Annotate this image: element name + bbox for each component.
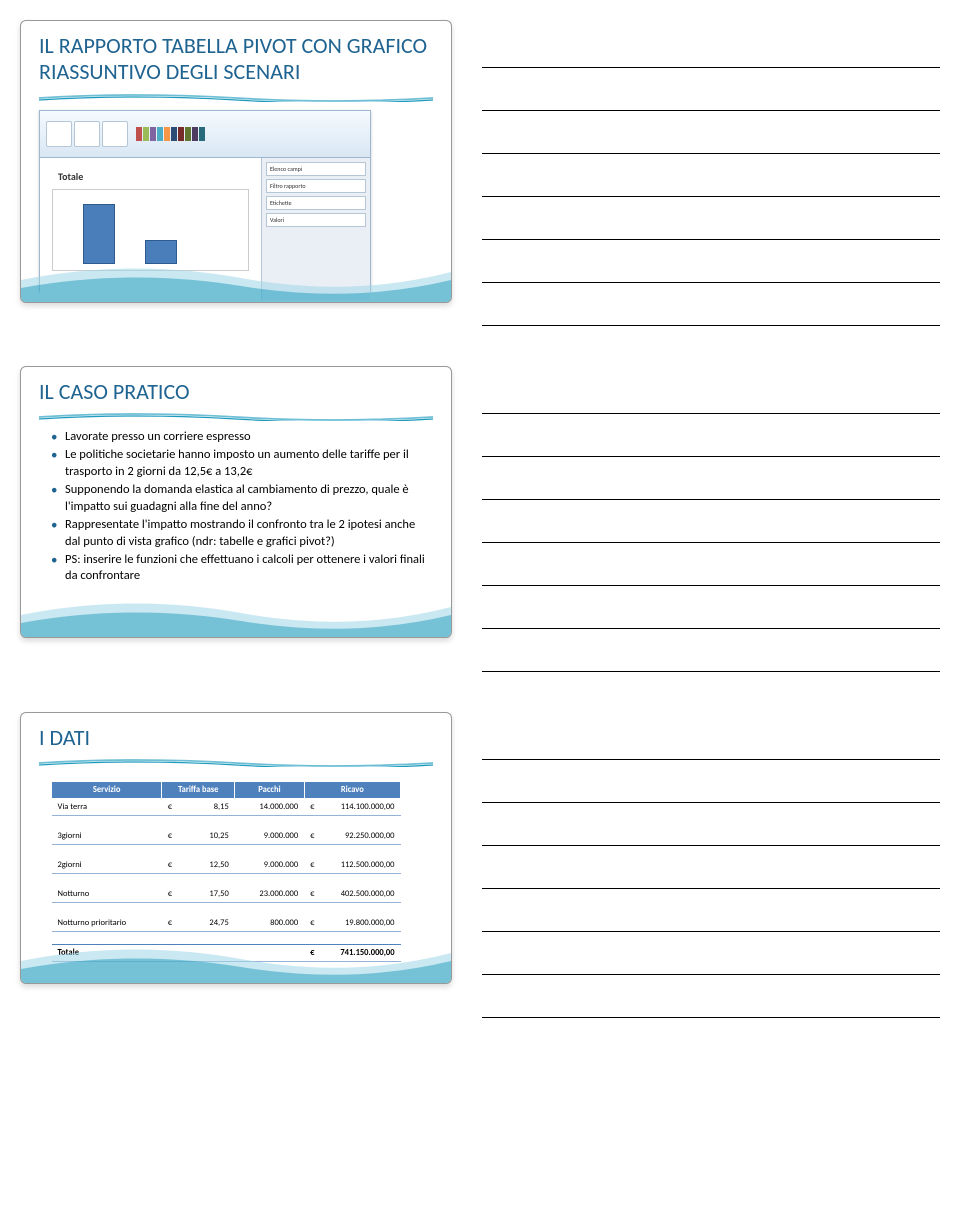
note-line bbox=[482, 240, 940, 283]
cell-revenue: €402.500.000,00 bbox=[304, 886, 400, 903]
bullet-item: Supponendo la domanda elastica al cambia… bbox=[51, 482, 433, 516]
chart-style-palette bbox=[136, 127, 205, 141]
table-row: 3giorni€10,259.000.000€92.250.000,00 bbox=[52, 828, 401, 845]
filter-box: Filtro rapporto bbox=[266, 179, 366, 193]
bullet-item: Le politiche societarie hanno imposto un… bbox=[51, 447, 433, 481]
palette-swatch bbox=[192, 127, 198, 141]
cell-service: 2giorni bbox=[52, 857, 162, 874]
palette-swatch bbox=[199, 127, 205, 141]
note-line bbox=[482, 717, 940, 760]
cell-revenue: €112.500.000,00 bbox=[304, 857, 400, 874]
cell-packages: 800.000 bbox=[235, 915, 304, 932]
cell-tariff: €10,25 bbox=[162, 828, 235, 845]
excel-ribbon bbox=[40, 111, 370, 158]
bullet-item: Lavorate presso un corriere espresso bbox=[51, 429, 433, 446]
bullet-item: PS: inserire le funzioni che effettuano … bbox=[51, 552, 433, 586]
note-line bbox=[482, 629, 940, 672]
title-underline bbox=[39, 757, 433, 767]
cell-revenue: €114.100.000,00 bbox=[304, 799, 400, 816]
cell-service: Notturno bbox=[52, 886, 162, 903]
cell-service: 3giorni bbox=[52, 828, 162, 845]
note-line bbox=[482, 414, 940, 457]
bullet-item: Rappresentate l'impatto mostrando il con… bbox=[51, 517, 433, 551]
note-line bbox=[482, 543, 940, 586]
note-line bbox=[482, 932, 940, 975]
cell-tariff: €17,50 bbox=[162, 886, 235, 903]
field-list-box: Elenco campi bbox=[266, 162, 366, 176]
cell-packages: 14.000.000 bbox=[235, 799, 304, 816]
slide-pivot-chart: IL RAPPORTO TABELLA PIVOT CON GRAFICO RI… bbox=[20, 20, 452, 303]
ribbon-button bbox=[102, 121, 128, 147]
table-header: Pacchi bbox=[235, 782, 304, 799]
table-header: Tariffa base bbox=[162, 782, 235, 799]
note-line bbox=[482, 457, 940, 500]
palette-swatch bbox=[171, 127, 177, 141]
cell-service: Via terra bbox=[52, 799, 162, 816]
palette-swatch bbox=[150, 127, 156, 141]
slide-wave-decor bbox=[21, 585, 451, 637]
cell-tariff: €12,50 bbox=[162, 857, 235, 874]
legend-box: Etichette bbox=[266, 196, 366, 210]
slide-wave-decor bbox=[21, 250, 451, 302]
cell-packages: 9.000.000 bbox=[235, 857, 304, 874]
table-header: Ricavo bbox=[304, 782, 400, 799]
cell-packages: 23.000.000 bbox=[235, 886, 304, 903]
title-underline bbox=[39, 411, 433, 421]
cell-service: Notturno prioritario bbox=[52, 915, 162, 932]
slide3-title: I DATI bbox=[21, 713, 451, 755]
cell-revenue: €19.800.000,00 bbox=[304, 915, 400, 932]
note-line bbox=[482, 283, 940, 326]
note-line bbox=[482, 197, 940, 240]
slide-data: I DATI ServizioTariffa basePacchiRicavo … bbox=[20, 712, 452, 984]
note-line bbox=[482, 500, 940, 543]
note-line bbox=[482, 111, 940, 154]
note-line bbox=[482, 760, 940, 803]
note-line bbox=[482, 586, 940, 629]
note-line bbox=[482, 25, 940, 68]
slide2-title: IL CASO PRATICO bbox=[21, 367, 451, 409]
table-row: Via terra€8,1514.000.000€114.100.000,00 bbox=[52, 799, 401, 816]
note-line bbox=[482, 803, 940, 846]
slide1-title: IL RAPPORTO TABELLA PIVOT CON GRAFICO RI… bbox=[21, 21, 451, 90]
cell-tariff: €8,15 bbox=[162, 799, 235, 816]
title-underline bbox=[39, 92, 433, 102]
notes-area-3 bbox=[482, 712, 940, 1018]
notes-area-1 bbox=[482, 20, 940, 326]
chart-title: Totale bbox=[58, 170, 253, 183]
bullet-list: Lavorate presso un corriere espressoLe p… bbox=[51, 429, 433, 585]
cell-packages: 9.000.000 bbox=[235, 828, 304, 845]
note-line bbox=[482, 154, 940, 197]
palette-swatch bbox=[178, 127, 184, 141]
notes-area-2 bbox=[482, 366, 940, 672]
ribbon-button bbox=[74, 121, 100, 147]
palette-swatch bbox=[143, 127, 149, 141]
cell-tariff: €24,75 bbox=[162, 915, 235, 932]
note-line bbox=[482, 371, 940, 414]
slide-wave-decor bbox=[21, 931, 451, 983]
note-line bbox=[482, 846, 940, 889]
table-header: Servizio bbox=[52, 782, 162, 799]
note-line bbox=[482, 68, 940, 111]
note-line bbox=[482, 889, 940, 932]
palette-swatch bbox=[157, 127, 163, 141]
palette-swatch bbox=[185, 127, 191, 141]
ribbon-button bbox=[46, 121, 72, 147]
palette-swatch bbox=[164, 127, 170, 141]
table-row: Notturno prioritario€24,75800.000€19.800… bbox=[52, 915, 401, 932]
note-line bbox=[482, 975, 940, 1018]
table-row: 2giorni€12,509.000.000€112.500.000,00 bbox=[52, 857, 401, 874]
values-box: Valori bbox=[266, 213, 366, 227]
table-row: Notturno€17,5023.000.000€402.500.000,00 bbox=[52, 886, 401, 903]
slide-case-study: IL CASO PRATICO Lavorate presso un corri… bbox=[20, 366, 452, 638]
cell-revenue: €92.250.000,00 bbox=[304, 828, 400, 845]
palette-swatch bbox=[136, 127, 142, 141]
